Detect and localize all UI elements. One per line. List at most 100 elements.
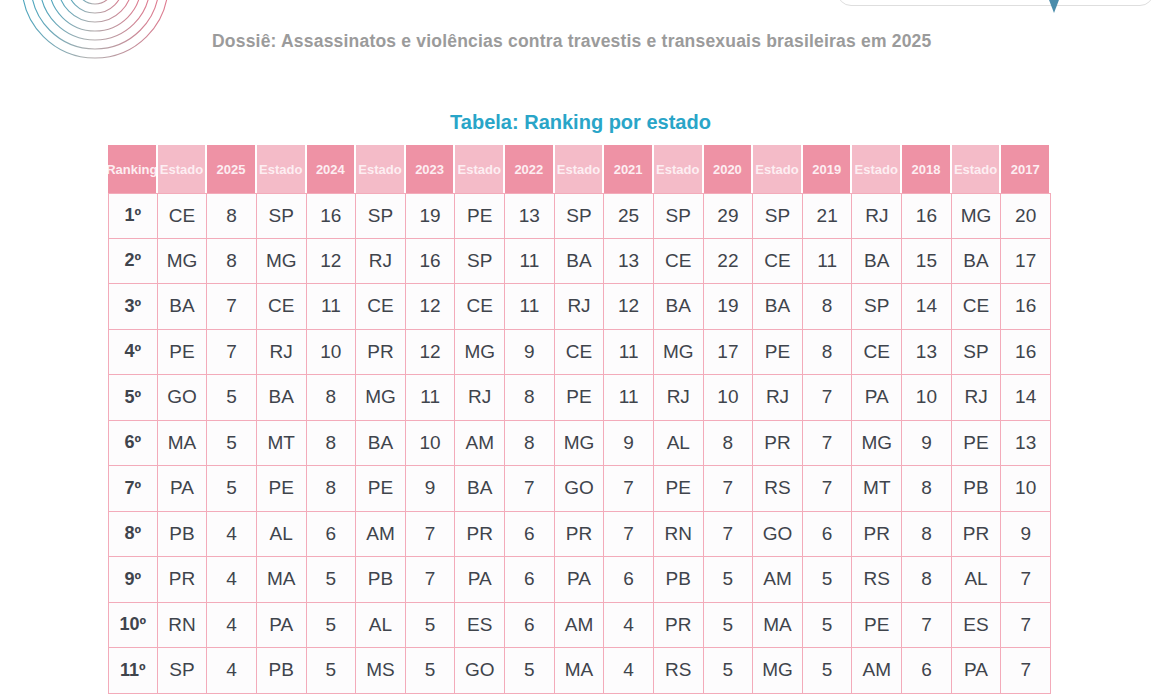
table-cell: 10 (902, 375, 952, 421)
table-cell: 5 (803, 648, 853, 694)
table-cell: PA (158, 466, 208, 512)
table-cell: MG (753, 648, 803, 694)
table-cell: SP (257, 193, 307, 239)
table-cell: 10 (307, 330, 357, 376)
table-cell: PA (555, 557, 605, 603)
ranking-cell: 1º (108, 193, 158, 239)
table-cell: PE (455, 193, 505, 239)
table-cell: MA (555, 648, 605, 694)
table-cell: 14 (902, 284, 952, 330)
table-cell: RN (654, 512, 704, 558)
table-cell: SP (952, 330, 1002, 376)
table-cell: PB (158, 512, 208, 558)
table-cell: 5 (406, 648, 456, 694)
table-cell: CE (753, 239, 803, 285)
table-cell: 7 (604, 466, 654, 512)
table-cell: 7 (803, 375, 853, 421)
column-header: 2025 (207, 145, 257, 193)
table-cell: 21 (803, 193, 853, 239)
table-cell: 5 (307, 648, 357, 694)
table-cell: AL (952, 557, 1002, 603)
table-cell: 6 (505, 557, 555, 603)
table-cell: RN (158, 603, 208, 649)
table-cell: AM (455, 421, 505, 467)
table-cell: 13 (505, 193, 555, 239)
table-cell: 5 (704, 557, 754, 603)
page-subtitle: Dossiê: Assassinatos e violências contra… (212, 31, 931, 52)
table-cell: 6 (604, 557, 654, 603)
table-cell: 11 (505, 239, 555, 285)
table-cell: MG (455, 330, 505, 376)
table-cell: CE (455, 284, 505, 330)
column-header: 2018 (902, 145, 952, 193)
table-cell: PR (753, 421, 803, 467)
table-cell: 25 (604, 193, 654, 239)
table-cell: AM (852, 648, 902, 694)
table-title: Tabela: Ranking por estado (0, 111, 1161, 134)
table-cell: 4 (604, 648, 654, 694)
table-cell: 19 (704, 284, 754, 330)
table-cell: 8 (207, 239, 257, 285)
table-cell: 11 (307, 284, 357, 330)
table-cell: RJ (654, 375, 704, 421)
table-cell: AL (356, 603, 406, 649)
table-cell: MG (555, 421, 605, 467)
table-cell: RJ (455, 375, 505, 421)
table-cell: 5 (307, 603, 357, 649)
table-cell: AM (555, 603, 605, 649)
table-cell: BA (257, 375, 307, 421)
ranking-cell: 5º (108, 375, 158, 421)
table-cell: CE (356, 284, 406, 330)
table-cell: BA (952, 239, 1002, 285)
column-header: Estado (455, 145, 505, 193)
table-cell: 5 (207, 375, 257, 421)
table-cell: 11 (604, 375, 654, 421)
down-arrow-icon[interactable] (1046, 0, 1062, 13)
column-header: 2024 (307, 145, 357, 193)
table-cell: 7 (1001, 557, 1051, 603)
table-cell: 14 (1001, 375, 1051, 421)
table-cell: 13 (1001, 421, 1051, 467)
table-cell: 16 (902, 193, 952, 239)
table-cell: 22 (704, 239, 754, 285)
table-cell: GO (753, 512, 803, 558)
table-cell: PB (356, 557, 406, 603)
table-cell: 8 (704, 421, 754, 467)
table-cell: 7 (704, 466, 754, 512)
antra-logo (18, 0, 178, 62)
table-cell: PE (654, 466, 704, 512)
table-cell: 8 (307, 421, 357, 467)
table-cell: 7 (1001, 603, 1051, 649)
column-header: 2019 (803, 145, 853, 193)
table-cell: BA (555, 239, 605, 285)
table-cell: 6 (505, 603, 555, 649)
table-cell: CE (654, 239, 704, 285)
table-cell: PR (455, 512, 505, 558)
table-cell: PE (555, 375, 605, 421)
ranking-cell: 11º (108, 648, 158, 694)
table-cell: PE (852, 603, 902, 649)
table-cell: ES (952, 603, 1002, 649)
table-cell: SP (455, 239, 505, 285)
table-cell: 29 (704, 193, 754, 239)
table-cell: 8 (505, 421, 555, 467)
table-cell: 17 (1001, 239, 1051, 285)
table-cell: 12 (604, 284, 654, 330)
table-cell: 5 (207, 466, 257, 512)
table-cell: 4 (207, 648, 257, 694)
table-cell: CE (555, 330, 605, 376)
column-header: Estado (753, 145, 803, 193)
table-cell: RJ (257, 330, 307, 376)
column-header: 2017 (1001, 145, 1051, 193)
table-cell: RS (654, 648, 704, 694)
table-cell: SP (852, 284, 902, 330)
table-cell: MS (356, 648, 406, 694)
table-cell: SP (158, 648, 208, 694)
table-cell: 7 (704, 512, 754, 558)
table-cell: 7 (505, 466, 555, 512)
table-cell: 8 (803, 284, 853, 330)
table-cell: PB (654, 557, 704, 603)
table-cell: 4 (207, 557, 257, 603)
table-cell: 9 (406, 466, 456, 512)
table-cell: SP (356, 193, 406, 239)
